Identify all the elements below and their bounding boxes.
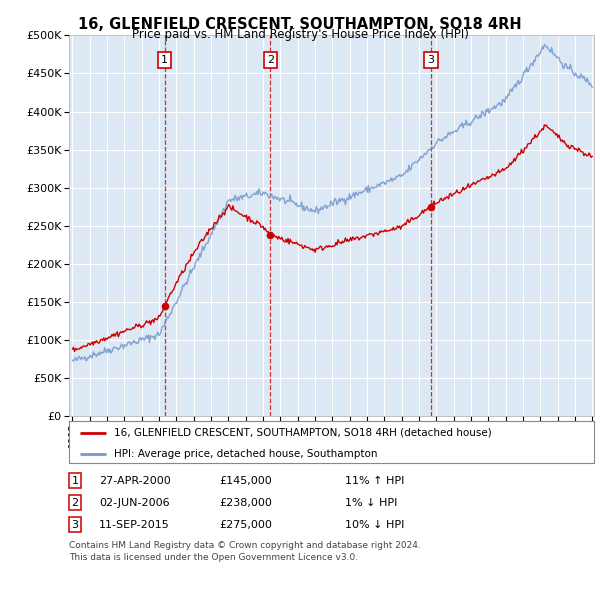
Text: 2: 2 <box>71 498 79 507</box>
Text: £238,000: £238,000 <box>219 498 272 507</box>
Text: 3: 3 <box>427 55 434 65</box>
Text: Contains HM Land Registry data © Crown copyright and database right 2024.: Contains HM Land Registry data © Crown c… <box>69 541 421 550</box>
Text: 11-SEP-2015: 11-SEP-2015 <box>99 520 170 529</box>
Text: 1: 1 <box>71 476 79 486</box>
Text: 27-APR-2000: 27-APR-2000 <box>99 476 171 486</box>
Text: 3: 3 <box>71 520 79 529</box>
Text: £275,000: £275,000 <box>219 520 272 529</box>
Text: 1% ↓ HPI: 1% ↓ HPI <box>345 498 397 507</box>
Text: 2: 2 <box>267 55 274 65</box>
Text: 16, GLENFIELD CRESCENT, SOUTHAMPTON, SO18 4RH: 16, GLENFIELD CRESCENT, SOUTHAMPTON, SO1… <box>78 17 522 31</box>
Text: This data is licensed under the Open Government Licence v3.0.: This data is licensed under the Open Gov… <box>69 553 358 562</box>
Text: £145,000: £145,000 <box>219 476 272 486</box>
Text: 10% ↓ HPI: 10% ↓ HPI <box>345 520 404 529</box>
Text: 16, GLENFIELD CRESCENT, SOUTHAMPTON, SO18 4RH (detached house): 16, GLENFIELD CRESCENT, SOUTHAMPTON, SO1… <box>113 428 491 438</box>
Text: 02-JUN-2006: 02-JUN-2006 <box>99 498 170 507</box>
Text: 1: 1 <box>161 55 168 65</box>
Text: HPI: Average price, detached house, Southampton: HPI: Average price, detached house, Sout… <box>113 449 377 459</box>
Text: Price paid vs. HM Land Registry's House Price Index (HPI): Price paid vs. HM Land Registry's House … <box>131 28 469 41</box>
Text: 11% ↑ HPI: 11% ↑ HPI <box>345 476 404 486</box>
